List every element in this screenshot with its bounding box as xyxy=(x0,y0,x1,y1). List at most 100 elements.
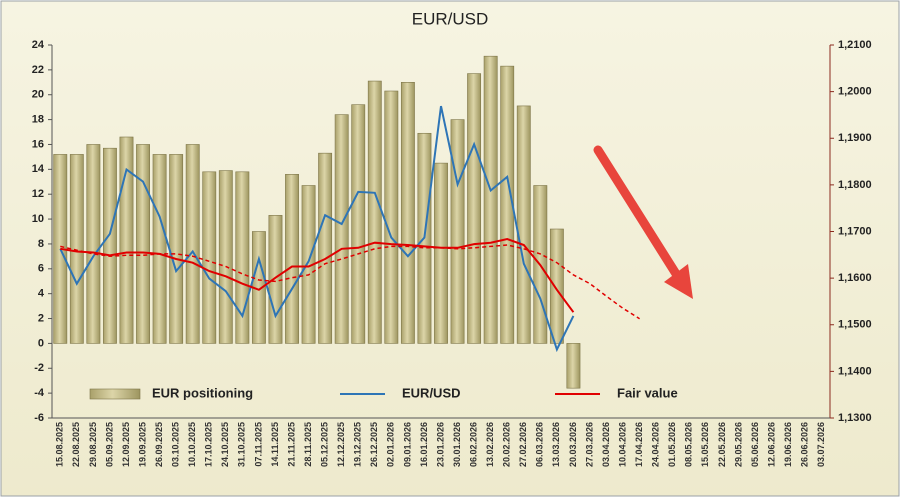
y2-tick-label: 1,1400 xyxy=(838,365,872,377)
x-tick-label: 16.01.2026 xyxy=(419,422,429,467)
bar xyxy=(69,154,84,344)
x-tick-label: 12.06.2026 xyxy=(766,422,776,467)
x-tick-label: 19.12.2025 xyxy=(353,422,363,467)
series-line xyxy=(60,237,575,313)
x-tick-label: 03.04.2026 xyxy=(601,422,611,467)
x-tick-label: 19.09.2025 xyxy=(137,422,147,467)
y-tick-label: 0 xyxy=(38,337,44,349)
x-tick-label: 13.03.2026 xyxy=(551,422,561,467)
bar xyxy=(169,154,184,344)
x-tick-label: 27.02.2026 xyxy=(518,422,528,467)
x-tick-label: 26.09.2025 xyxy=(154,422,164,467)
arrow xyxy=(593,145,683,282)
bar xyxy=(318,152,333,344)
arrow-head xyxy=(664,264,693,299)
x-tick-label: 12.09.2025 xyxy=(121,422,131,467)
bar xyxy=(367,80,382,344)
y-tick-label: 24 xyxy=(32,39,45,51)
y-tick-label: 18 xyxy=(32,114,44,126)
bar xyxy=(516,105,531,344)
bar xyxy=(483,55,498,344)
x-tick-label: 06.02.2026 xyxy=(468,422,478,467)
legend-label: EUR positioning xyxy=(152,385,253,400)
legend-swatch xyxy=(89,388,141,400)
x-tick-label: 10.04.2026 xyxy=(617,422,627,467)
y-tick-label: 14 xyxy=(32,163,45,175)
bar xyxy=(351,104,366,344)
y2-tick-label: 1,1300 xyxy=(838,412,872,424)
y2-tick-label: 1,1500 xyxy=(838,319,872,331)
bar xyxy=(103,147,117,344)
bar xyxy=(268,215,283,344)
x-tick-label: 08.05.2026 xyxy=(684,422,694,467)
y-tick-label: 12 xyxy=(32,188,44,200)
y2-tick-label: 1,2100 xyxy=(838,39,872,51)
x-tick-label: 14.11.2025 xyxy=(270,422,280,467)
x-tick-label: 30.01.2026 xyxy=(452,422,462,467)
y-tick-label: 22 xyxy=(32,64,44,76)
bar xyxy=(400,82,415,344)
bar xyxy=(384,90,399,344)
bar xyxy=(467,73,482,344)
x-tick-label: 17.04.2026 xyxy=(634,422,644,467)
x-tick-label: 15.08.2025 xyxy=(55,422,65,467)
x-tick-label: 03.10.2025 xyxy=(171,422,181,467)
x-tick-label: 26.06.2026 xyxy=(800,422,810,467)
x-tick-label: 12.12.2025 xyxy=(336,422,346,467)
y-tick-label: -6 xyxy=(34,412,44,424)
x-tick-label: 24.04.2026 xyxy=(651,422,661,467)
bar xyxy=(202,171,217,344)
y2-tick-label: 1,1700 xyxy=(838,225,872,237)
y2-tick-label: 1,1800 xyxy=(838,179,872,191)
x-tick-label: 26.12.2025 xyxy=(369,422,379,467)
y2-tick-label: 1,1600 xyxy=(838,272,872,284)
bar xyxy=(152,154,167,344)
y-tick-label: 8 xyxy=(38,238,44,250)
x-tick-label: 20.02.2026 xyxy=(502,422,512,467)
y-tick-label: -4 xyxy=(34,387,45,399)
x-tick-label: 13.02.2026 xyxy=(485,422,495,467)
bar xyxy=(235,171,250,344)
bar xyxy=(500,65,515,344)
series-line xyxy=(59,105,575,353)
x-tick-label: 22.05.2026 xyxy=(717,422,727,467)
legend-label: EUR/USD xyxy=(402,385,461,400)
bar xyxy=(450,119,465,344)
bar xyxy=(136,144,150,344)
bar xyxy=(566,343,581,389)
x-tick-label: 29.08.2025 xyxy=(88,422,98,467)
x-tick-label: 29.05.2026 xyxy=(733,422,743,467)
x-tick-label: 01.05.2026 xyxy=(667,422,677,467)
bar xyxy=(549,228,564,344)
x-tick-label: 15.05.2026 xyxy=(700,422,710,467)
bar xyxy=(86,144,101,344)
y-tick-label: -2 xyxy=(34,362,44,374)
x-tick-label: 06.03.2026 xyxy=(535,422,545,467)
y-tick-label: 6 xyxy=(38,263,44,275)
y-tick-label: 10 xyxy=(32,213,44,225)
x-tick-label: 02.01.2026 xyxy=(386,422,396,467)
x-tick-label: 28.11.2025 xyxy=(303,422,313,467)
x-tick-label: 31.10.2025 xyxy=(237,422,247,467)
x-tick-label: 05.09.2025 xyxy=(104,422,114,467)
x-tick-label: 21.11.2025 xyxy=(286,422,296,467)
bar xyxy=(185,144,200,344)
y-tick-label: 16 xyxy=(32,138,44,150)
x-tick-label: 17.10.2025 xyxy=(204,422,214,467)
x-tick-label: 03.07.2026 xyxy=(816,422,826,467)
x-tick-label: 23.01.2026 xyxy=(435,422,445,467)
x-tick-label: 19.06.2026 xyxy=(783,422,793,467)
legend-label: Fair value xyxy=(617,385,678,400)
x-tick-label: 07.11.2025 xyxy=(253,422,263,467)
x-tick-label: 05.12.2025 xyxy=(320,422,330,467)
bar xyxy=(285,174,299,344)
x-tick-label: 22.08.2025 xyxy=(71,422,81,467)
y2-tick-label: 1,2000 xyxy=(838,86,872,98)
y-tick-label: 2 xyxy=(38,312,44,324)
x-tick-label: 24.10.2025 xyxy=(220,422,230,467)
x-tick-label: 27.03.2026 xyxy=(584,422,594,467)
x-tick-label: 09.01.2026 xyxy=(402,422,412,467)
bar xyxy=(334,114,349,344)
y-tick-label: 20 xyxy=(32,89,44,101)
